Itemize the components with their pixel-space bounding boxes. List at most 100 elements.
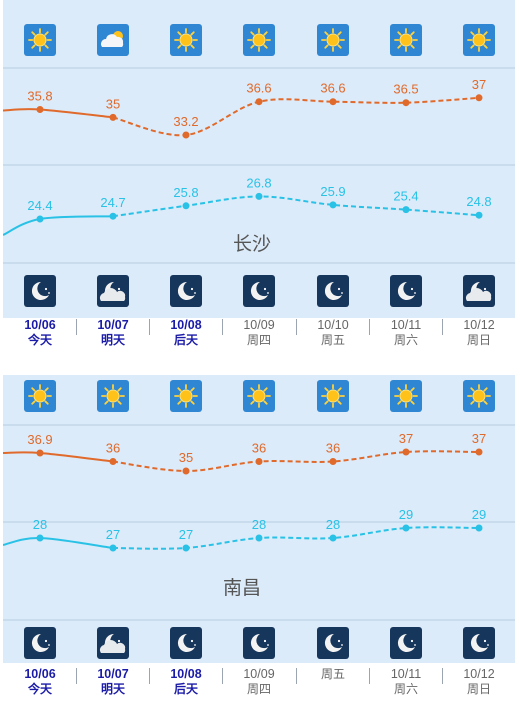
high-temp-point: [109, 113, 117, 121]
low-temp-point: [36, 215, 44, 223]
date-text: 10/07: [97, 318, 129, 332]
low-temp-point: [402, 206, 410, 214]
low-temp-line-dashed: [112, 195, 480, 218]
day-label: 10/12 周日: [443, 318, 516, 348]
sun-icon: [317, 24, 349, 56]
low-temp-label: 24.7: [100, 195, 125, 210]
low-temp-label: 25.4: [393, 189, 418, 204]
low-temp-point: [329, 534, 337, 542]
column-separator: [76, 668, 77, 684]
low-temp-label: 28: [252, 517, 266, 532]
day-label: 10/07 明天: [77, 318, 150, 348]
high-temp-point: [182, 131, 190, 139]
high-temp-label: 37: [472, 77, 486, 92]
day-label: 10/06 今天: [4, 667, 77, 697]
city-name: 南昌: [223, 577, 262, 599]
low-temp-point: [36, 534, 44, 542]
high-temp-label: 35: [179, 450, 193, 465]
date-text: 10/10: [317, 318, 349, 332]
moon-icon: [317, 627, 349, 659]
column-separator: [442, 319, 443, 335]
column-separator: [296, 668, 297, 684]
high-temp-label: 37: [472, 431, 486, 446]
chart-background: [3, 375, 515, 663]
high-temp-label: 36.9: [27, 432, 52, 447]
sun-icon: [170, 380, 202, 412]
date-text: 10/12: [463, 318, 495, 332]
sun-icon: [170, 24, 202, 56]
high-temp-point: [329, 458, 337, 465]
weekday-text: 后天: [173, 682, 198, 696]
weekday-text: 周五: [320, 667, 345, 681]
date-text: 10/08: [170, 667, 202, 681]
high-temp-label: 37: [399, 431, 413, 446]
moon-icon: [317, 275, 349, 307]
moon-icon: [243, 627, 275, 659]
column-separator: [369, 319, 370, 335]
day-label: 10/08 后天: [150, 667, 223, 697]
nanchang-chart: 36.9 36 35 36 36 37 37 28 27 27 28 28 29 29: [3, 375, 515, 663]
high-temp-point: [255, 458, 263, 465]
high-temp-point: [475, 448, 483, 456]
low-temp-point: [109, 212, 117, 220]
high-temp-label: 36: [252, 441, 266, 456]
weekday-text: 明天: [100, 682, 125, 696]
date-labels: 10/06 今天 10/07 明天 10/08 后天 10/09 周四 周五 10/11 周六 10/…: [3, 667, 515, 707]
city-name: 长沙: [233, 233, 272, 255]
column-separator: [149, 319, 150, 335]
high-temp-point: [402, 99, 410, 107]
sun-icon: [390, 24, 422, 56]
moon-icon: [390, 627, 422, 659]
low-temp-point: [475, 524, 483, 532]
high-temp-point: [109, 458, 117, 465]
sun-icon: [317, 380, 349, 412]
high-temp-point: [36, 449, 44, 457]
column-separator: [442, 668, 443, 684]
low-temp-point: [109, 544, 117, 552]
date-text: 10/09: [243, 318, 275, 332]
weekday-text: 明天: [100, 333, 125, 347]
high-temp-point: [475, 94, 483, 102]
moon-cloud-icon: [463, 275, 495, 307]
high-temp-point: [255, 98, 263, 106]
column-separator: [222, 668, 223, 684]
low-temp-point: [255, 192, 263, 200]
low-temp-point: [182, 544, 190, 552]
sun-icon: [243, 380, 275, 412]
changsha-forecast-panel: 35.8 35 33.2 36.6 36.6 36.5 37 24.4 24.7 25.8 26.8…: [3, 0, 515, 360]
day-label: 10/09 周四: [223, 667, 296, 697]
low-temp-point: [329, 201, 337, 209]
low-temp-label: 25.9: [320, 184, 345, 199]
date-text: 10/06: [24, 667, 56, 681]
high-temp-point: [182, 467, 190, 475]
low-temp-label: 29: [399, 507, 413, 522]
low-temp-label: 27: [179, 527, 193, 542]
moon-icon: [170, 275, 202, 307]
low-temp-point: [475, 211, 483, 219]
date-text: 10/12: [463, 667, 495, 681]
day-label: 周五: [297, 667, 370, 682]
nanchang-forecast-panel: 36.9 36 35 36 36 37 37 28 27 27 28 28 29 29 南昌 10/06 今…: [3, 375, 515, 703]
low-temp-label: 24.4: [27, 198, 52, 213]
date-labels: 10/06 今天 10/07 明天 10/08 后天 10/09 周四 10/10 周五 10/11…: [3, 318, 515, 358]
sun-icon: [463, 24, 495, 56]
weekday-text: 周五: [320, 333, 345, 347]
partly-cloudy-icon: [97, 24, 129, 56]
low-temp-point: [402, 524, 410, 532]
high-temp-label: 36.5: [393, 82, 418, 97]
sun-icon: [97, 380, 129, 412]
weekday-text: 后天: [173, 333, 198, 347]
day-label: 10/11 周六: [370, 318, 443, 348]
weekday-text: 周日: [466, 682, 491, 696]
day-label: 10/11 周六: [370, 667, 443, 697]
low-temp-point: [182, 202, 190, 210]
moon-cloud-icon: [97, 627, 129, 659]
sun-icon: [390, 380, 422, 412]
date-text: 10/07: [97, 667, 129, 681]
weekday-text: 周六: [393, 333, 418, 347]
weekday-text: 周六: [393, 682, 418, 696]
weekday-text: 周四: [246, 333, 271, 347]
date-text: 10/11: [390, 318, 422, 332]
day-label: 10/08 后天: [150, 318, 223, 348]
low-temp-label: 28: [326, 517, 340, 532]
